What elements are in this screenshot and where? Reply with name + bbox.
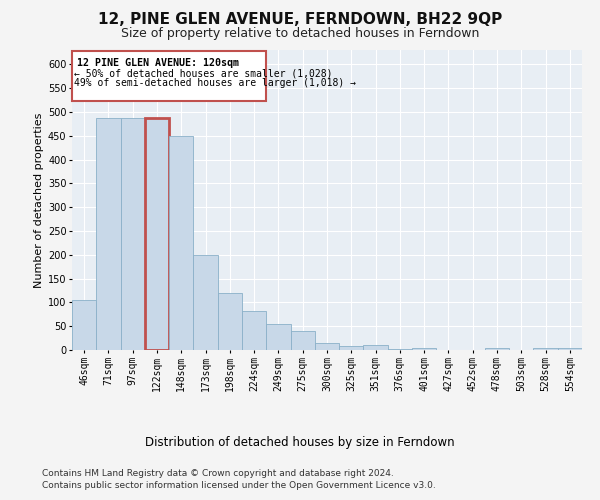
Bar: [339, 346, 364, 350]
Bar: [364, 345, 388, 350]
Bar: [388, 349, 412, 350]
Bar: [218, 293, 242, 350]
Bar: [193, 255, 218, 350]
Bar: [315, 343, 339, 350]
Bar: [533, 348, 558, 350]
Bar: [558, 348, 582, 350]
Bar: [242, 311, 266, 350]
Bar: [145, 118, 169, 350]
Text: Contains public sector information licensed under the Open Government Licence v3: Contains public sector information licen…: [42, 481, 436, 490]
FancyBboxPatch shape: [72, 51, 266, 102]
Text: ← 50% of detached houses are smaller (1,028): ← 50% of detached houses are smaller (1,…: [74, 68, 333, 78]
Bar: [96, 118, 121, 350]
Bar: [290, 331, 315, 350]
Text: 12 PINE GLEN AVENUE: 120sqm: 12 PINE GLEN AVENUE: 120sqm: [77, 58, 239, 68]
Bar: [169, 136, 193, 350]
Text: Contains HM Land Registry data © Crown copyright and database right 2024.: Contains HM Land Registry data © Crown c…: [42, 468, 394, 477]
Bar: [412, 348, 436, 350]
Text: Distribution of detached houses by size in Ferndown: Distribution of detached houses by size …: [145, 436, 455, 449]
Bar: [121, 118, 145, 350]
Bar: [266, 324, 290, 350]
Y-axis label: Number of detached properties: Number of detached properties: [34, 112, 44, 288]
Bar: [485, 348, 509, 350]
Text: 49% of semi-detached houses are larger (1,018) →: 49% of semi-detached houses are larger (…: [74, 78, 356, 88]
Text: 12, PINE GLEN AVENUE, FERNDOWN, BH22 9QP: 12, PINE GLEN AVENUE, FERNDOWN, BH22 9QP: [98, 12, 502, 28]
Bar: [72, 300, 96, 350]
Text: Size of property relative to detached houses in Ferndown: Size of property relative to detached ho…: [121, 28, 479, 40]
